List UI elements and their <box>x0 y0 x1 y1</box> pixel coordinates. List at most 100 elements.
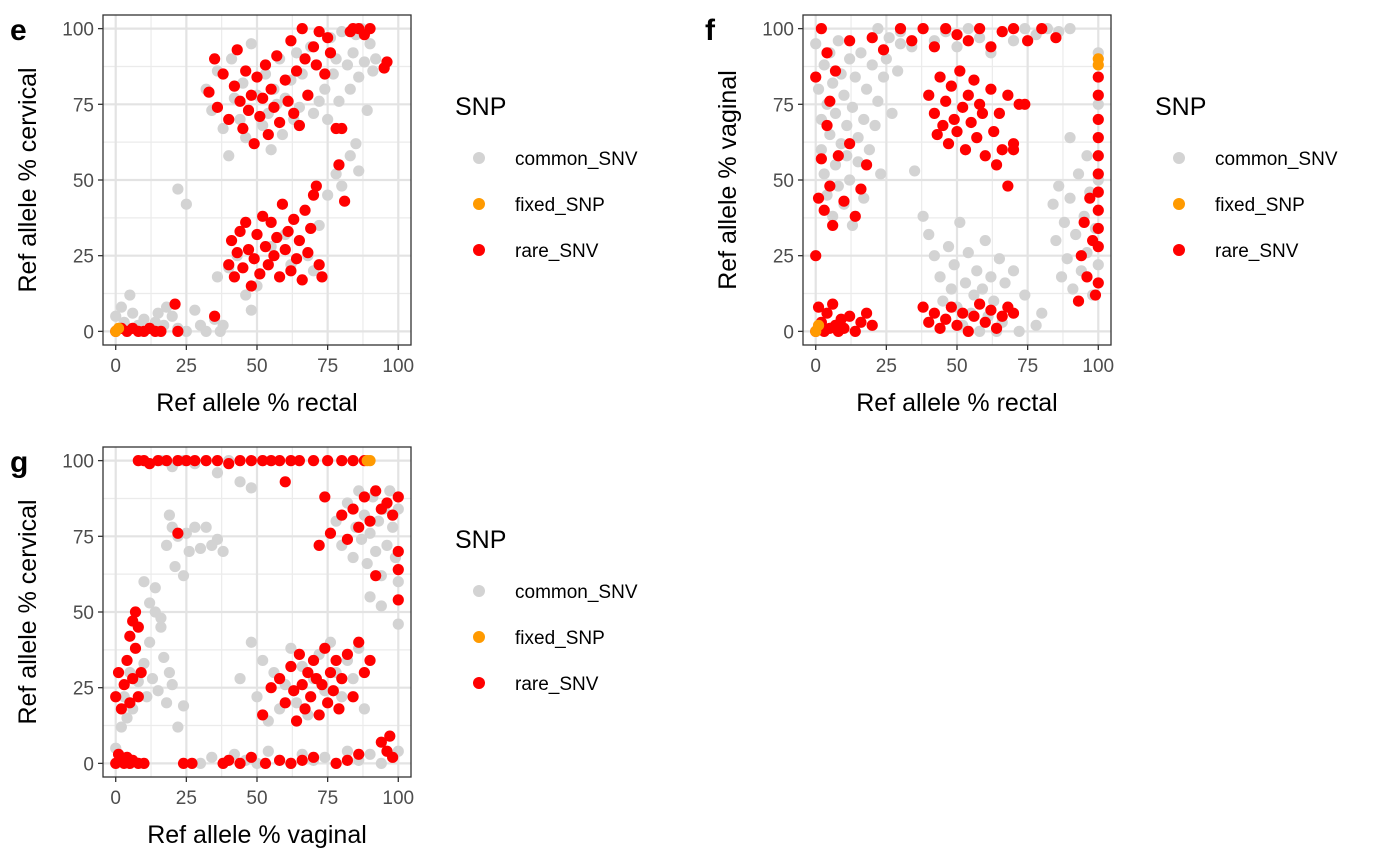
data-point-rare_SNV <box>248 253 260 265</box>
y-tick-label: 75 <box>73 95 94 116</box>
data-point-common_SNV <box>333 95 345 107</box>
data-point-rare_SNV <box>375 736 387 748</box>
data-point-common_SNV <box>1092 259 1104 271</box>
series-rare_SNV <box>810 23 1104 337</box>
data-point-rare_SNV <box>957 101 969 113</box>
data-point-rare_SNV <box>135 666 147 679</box>
data-point-rare_SNV <box>906 35 918 47</box>
data-point-common_SNV <box>974 32 986 44</box>
data-point-rare_SNV <box>990 159 1003 171</box>
data-point-common_SNV <box>1058 216 1070 228</box>
data-point-rare_SNV <box>257 210 269 222</box>
data-point-common_SNV <box>211 271 224 283</box>
data-point-rare_SNV <box>844 138 856 150</box>
data-point-rare_SNV <box>381 56 393 68</box>
data-point-rare_SNV <box>330 654 342 667</box>
data-point-common_SNV <box>1070 228 1082 241</box>
legend-key-common_SNV <box>1173 152 1185 164</box>
x-tick-label: 100 <box>382 788 414 809</box>
data-point-rare_SNV <box>827 219 839 232</box>
data-point-rare_SNV <box>855 183 867 195</box>
data-point-rare_SNV <box>815 23 827 35</box>
x-tick-label: 0 <box>110 356 121 377</box>
data-point-rare_SNV <box>160 455 173 467</box>
y-tick-label: 0 <box>783 322 794 343</box>
data-point-rare_SNV <box>307 654 320 667</box>
data-point-rare_SNV <box>307 751 320 763</box>
data-point-rare_SNV <box>940 95 952 107</box>
data-point-rare_SNV <box>923 316 935 328</box>
y-tick-label: 75 <box>73 527 94 548</box>
data-point-common_SNV <box>265 144 277 156</box>
data-point-common_SNV <box>917 210 929 222</box>
data-point-rare_SNV <box>302 666 314 679</box>
x-tick-label: 0 <box>810 356 821 377</box>
data-point-common_SNV <box>160 697 173 709</box>
data-point-common_SNV <box>841 150 853 162</box>
data-point-rare_SNV <box>990 322 1003 334</box>
data-point-rare_SNV <box>979 150 991 162</box>
data-point-rare_SNV <box>259 59 272 71</box>
data-point-common_SNV <box>327 68 339 80</box>
data-point-common_SNV <box>954 216 966 228</box>
data-point-rare_SNV <box>302 247 314 259</box>
data-point-rare_SNV <box>310 59 322 71</box>
legend-key-fixed_SNP <box>473 631 485 643</box>
x-tick-label: 25 <box>176 356 197 377</box>
data-point-rare_SNV <box>242 104 255 116</box>
data-point-rare_SNV <box>144 458 156 470</box>
data-point-rare_SNV <box>324 666 337 679</box>
data-point-common_SNV <box>313 219 325 232</box>
series-fixed_SNP <box>110 322 125 337</box>
data-point-common_SNV <box>387 521 399 533</box>
data-point-common_SNV <box>1007 35 1020 47</box>
data-point-common_SNV <box>364 748 376 760</box>
data-point-common_SNV <box>341 59 354 71</box>
data-point-rare_SNV <box>279 244 291 256</box>
data-point-common_SNV <box>336 691 348 703</box>
x-tick-label: 100 <box>382 356 414 377</box>
data-point-rare_SNV <box>353 636 365 648</box>
data-point-common_SNV <box>152 307 164 319</box>
data-point-rare_SNV <box>860 159 873 171</box>
data-point-common_SNV <box>344 83 356 95</box>
data-point-rare_SNV <box>112 666 125 679</box>
data-point-rare_SNV <box>322 697 334 709</box>
legend-label-rare_SNV: rare_SNV <box>515 241 599 262</box>
data-point-common_SNV <box>894 38 907 50</box>
data-point-rare_SNV <box>965 116 977 129</box>
data-point-common_SNV <box>183 545 195 558</box>
data-point-rare_SNV <box>124 630 136 642</box>
data-point-common_SNV <box>1030 319 1042 331</box>
x-tick-label: 100 <box>1082 356 1114 377</box>
data-point-rare_SNV <box>821 47 833 59</box>
data-point-rare_SNV <box>313 539 325 551</box>
data-point-rare_SNV <box>223 754 235 766</box>
data-point-rare_SNV <box>313 259 325 271</box>
data-point-common_SNV <box>968 289 980 301</box>
legend-key-common_SNV <box>473 152 485 164</box>
data-point-rare_SNV <box>364 515 376 527</box>
panel-letter: f <box>705 14 716 47</box>
data-point-rare_SNV <box>917 301 929 313</box>
data-point-rare_SNV <box>336 455 348 467</box>
data-point-common_SNV <box>124 289 136 301</box>
data-point-common_SNV <box>880 53 892 65</box>
legend-key-rare_SNV <box>473 677 485 689</box>
data-point-rare_SNV <box>180 455 192 467</box>
data-point-rare_SNV <box>1092 186 1104 198</box>
data-point-common_SNV <box>818 59 830 71</box>
data-point-common_SNV <box>872 23 884 35</box>
data-point-common_SNV <box>307 107 320 119</box>
data-point-common_SNV <box>818 168 830 180</box>
data-point-rare_SNV <box>985 41 997 53</box>
x-tick-label: 50 <box>246 788 267 809</box>
legend-title: SNP <box>455 93 506 121</box>
data-point-common_SNV <box>177 700 190 712</box>
data-point-common_SNV <box>347 673 359 685</box>
data-point-common_SNV <box>245 636 257 648</box>
data-point-rare_SNV <box>928 41 940 53</box>
data-point-rare_SNV <box>237 262 249 274</box>
data-point-common_SNV <box>923 228 935 241</box>
y-tick-label: 100 <box>62 452 94 473</box>
